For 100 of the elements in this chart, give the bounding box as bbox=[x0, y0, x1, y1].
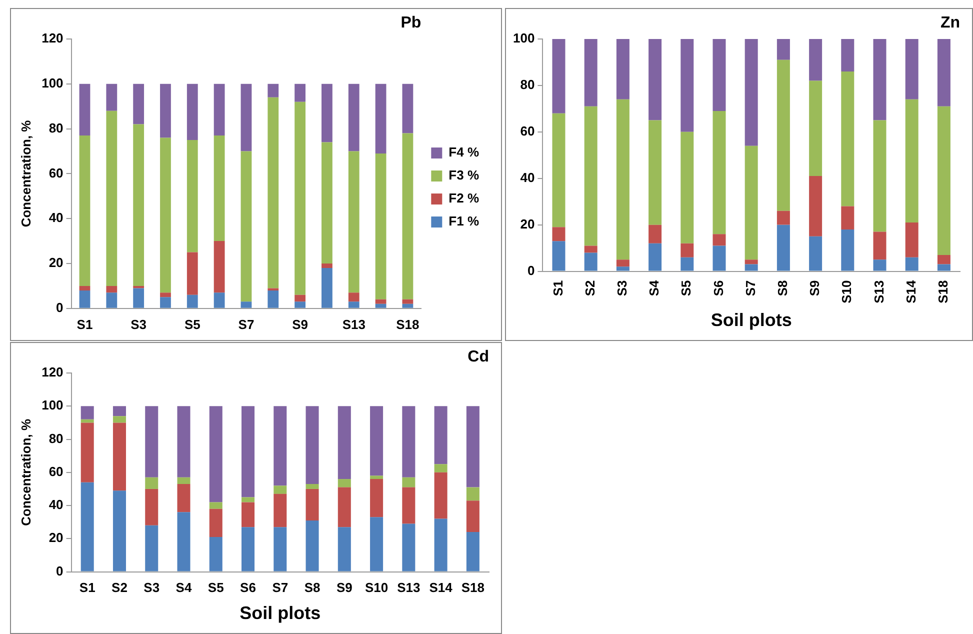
x-tick-label: S13 bbox=[397, 580, 420, 596]
bar bbox=[79, 290, 90, 308]
y-tick-label: 80 bbox=[48, 120, 64, 136]
y-tick-label: 100 bbox=[42, 398, 64, 413]
bar bbox=[680, 132, 694, 244]
bar bbox=[242, 497, 255, 502]
x-tick-label: S8 bbox=[775, 280, 790, 296]
bar bbox=[370, 517, 384, 572]
bar bbox=[145, 525, 158, 572]
bar bbox=[434, 472, 448, 519]
bar bbox=[712, 234, 726, 246]
bar bbox=[209, 537, 222, 572]
bar bbox=[306, 406, 319, 484]
bar bbox=[841, 229, 854, 271]
bar bbox=[214, 241, 225, 293]
y-tick-label: 100 bbox=[512, 30, 535, 46]
x-tick-label: S4 bbox=[176, 580, 192, 596]
bar bbox=[552, 39, 566, 114]
bar bbox=[744, 39, 758, 146]
bar bbox=[338, 406, 351, 480]
x-tick-label: S13 bbox=[342, 316, 366, 332]
y-tick-label: 120 bbox=[42, 364, 64, 380]
bar bbox=[160, 138, 171, 293]
x-tick-label: S10 bbox=[839, 280, 854, 304]
bar bbox=[648, 224, 662, 244]
x-tick-label: S7 bbox=[742, 280, 758, 296]
legend-label: F1 % bbox=[448, 214, 480, 229]
bar bbox=[268, 97, 279, 288]
bar bbox=[186, 252, 198, 295]
bar bbox=[106, 286, 118, 293]
x-tick-label: S6 bbox=[240, 580, 256, 596]
x-tick-label: S9 bbox=[292, 316, 308, 332]
bar bbox=[112, 422, 126, 491]
bar bbox=[348, 292, 360, 302]
y-tick-label: 0 bbox=[56, 563, 64, 578]
y-tick-label: 60 bbox=[520, 123, 535, 138]
x-tick-label: S2 bbox=[582, 280, 598, 296]
chart-title: Cd bbox=[468, 348, 489, 366]
x-tick-label: S18 bbox=[461, 580, 485, 596]
bar bbox=[186, 84, 198, 140]
x-tick-label: S6 bbox=[710, 280, 726, 296]
bar bbox=[434, 464, 448, 472]
bar bbox=[274, 406, 287, 486]
bar bbox=[133, 288, 144, 308]
bar bbox=[937, 39, 950, 106]
x-tick-label: S9 bbox=[807, 280, 822, 296]
bar bbox=[937, 106, 950, 256]
bar bbox=[402, 304, 414, 308]
bar bbox=[145, 406, 158, 478]
bar bbox=[402, 477, 416, 488]
bar bbox=[466, 487, 480, 501]
bar bbox=[905, 257, 918, 271]
x-tick-label: S3 bbox=[130, 316, 147, 332]
y-tick-label: 100 bbox=[42, 75, 64, 90]
bar bbox=[80, 406, 94, 420]
bar bbox=[80, 482, 94, 572]
legend-label: F4 % bbox=[448, 144, 480, 160]
bar bbox=[133, 124, 144, 286]
bar bbox=[348, 151, 360, 293]
bar bbox=[209, 502, 222, 509]
bar bbox=[776, 224, 790, 271]
y-tick-label: 20 bbox=[520, 216, 535, 232]
bar bbox=[186, 294, 198, 308]
bar bbox=[322, 268, 332, 308]
y-tick-label: 40 bbox=[48, 497, 64, 512]
y-tick-label: 20 bbox=[48, 530, 64, 546]
x-axis-title: Soil plots bbox=[710, 310, 792, 330]
bar bbox=[160, 297, 171, 308]
bar bbox=[776, 210, 790, 225]
bar bbox=[434, 406, 448, 464]
x-tick-label: S14 bbox=[429, 580, 454, 596]
x-tick-label: S4 bbox=[646, 280, 662, 296]
bar bbox=[402, 133, 414, 300]
y-tick-label: 80 bbox=[520, 77, 535, 92]
x-tick-label: S13 bbox=[871, 280, 886, 304]
bar bbox=[809, 236, 822, 271]
bar bbox=[294, 302, 306, 308]
bar bbox=[937, 264, 950, 271]
bar bbox=[584, 246, 598, 253]
x-tick-label: S7 bbox=[272, 580, 288, 596]
y-axis-title: Concentration, % bbox=[18, 418, 34, 526]
bar bbox=[809, 176, 822, 236]
bar bbox=[375, 304, 386, 308]
bar bbox=[214, 136, 225, 242]
y-tick-label: 120 bbox=[42, 30, 64, 46]
bar bbox=[177, 477, 190, 484]
bar bbox=[370, 476, 384, 480]
bar bbox=[466, 500, 480, 532]
bar bbox=[905, 39, 918, 100]
chart-title: Zn bbox=[940, 14, 960, 32]
x-tick-label: S18 bbox=[936, 280, 951, 304]
bar bbox=[616, 260, 630, 267]
legend-label: F3 % bbox=[448, 168, 480, 183]
bar bbox=[466, 406, 480, 488]
y-tick-label: 40 bbox=[48, 210, 64, 226]
bar bbox=[348, 84, 360, 152]
bar bbox=[294, 294, 306, 302]
x-axis-title: Soil plots bbox=[240, 603, 321, 624]
bar bbox=[616, 39, 630, 100]
bar bbox=[268, 84, 279, 98]
